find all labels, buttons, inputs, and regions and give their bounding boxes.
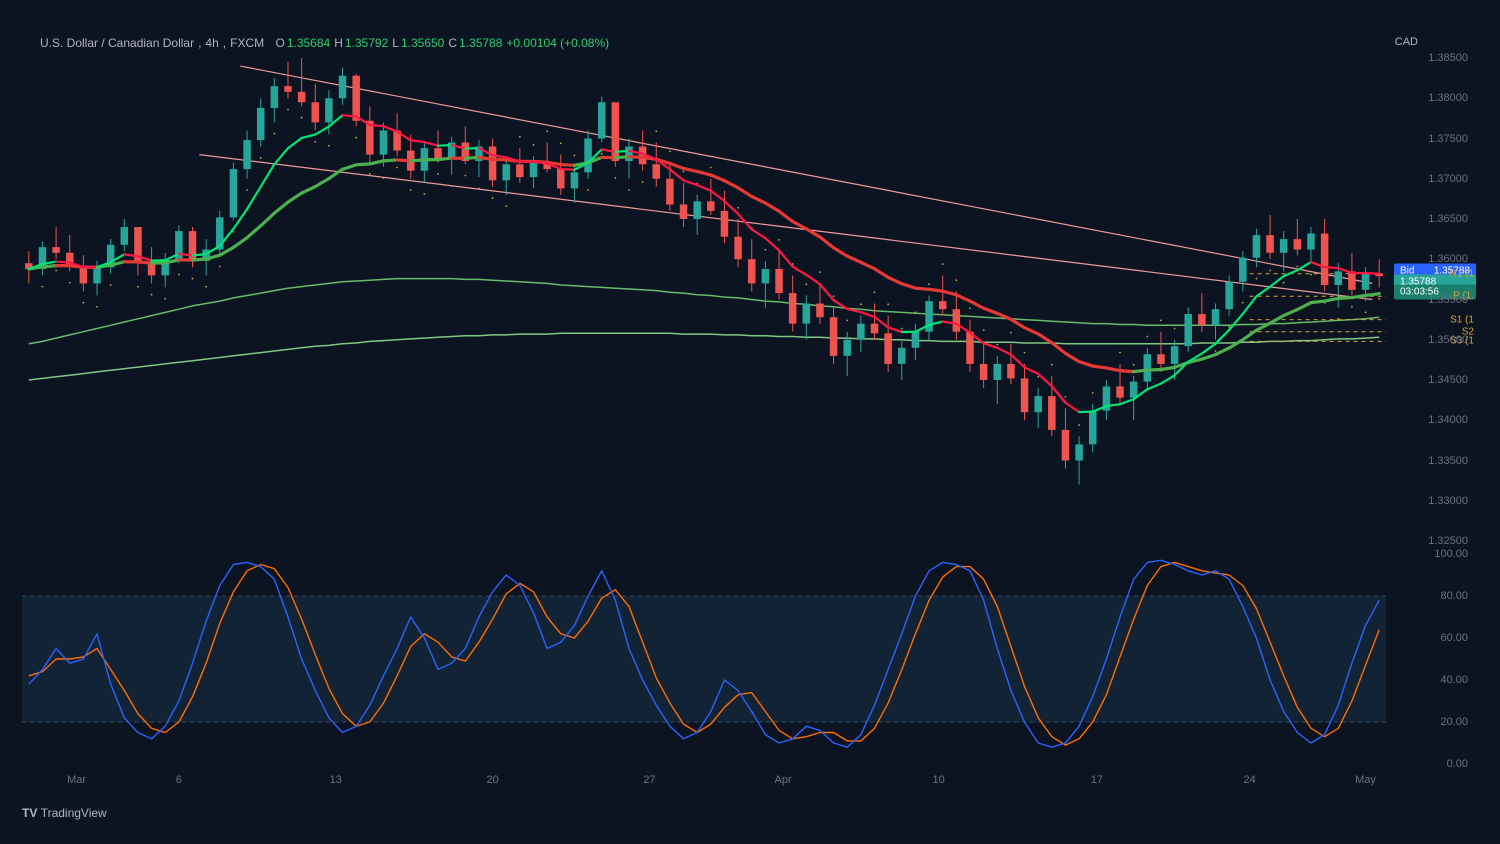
time-x-tick: Mar — [67, 774, 86, 786]
ohlc-close: 1.35788 — [459, 36, 502, 50]
osc-y-tick: 80.00 — [1440, 590, 1468, 602]
time-x-tick: 10 — [932, 774, 944, 786]
price-y-tick: 1.35000 — [1428, 334, 1468, 346]
provider-label: FXCM — [230, 36, 264, 50]
price-y-tick: 1.36000 — [1428, 253, 1468, 265]
price-y-tick: 1.37500 — [1428, 133, 1468, 145]
time-x-tick: May — [1355, 774, 1376, 786]
time-x-tick: 17 — [1091, 774, 1103, 786]
price-y-tick: 1.34500 — [1428, 374, 1468, 386]
time-x-tick: 20 — [486, 774, 498, 786]
symbol-info-bar: U.S. Dollar / Canadian Dollar, 4h, FXCM … — [40, 36, 609, 50]
tradingview-attribution: TV TradingView — [22, 806, 107, 820]
price-y-tick: 1.38500 — [1428, 52, 1468, 64]
ohlc-low: 1.35650 — [401, 36, 444, 50]
price-chart-svg — [22, 58, 1386, 541]
time-x-tick: 27 — [643, 774, 655, 786]
osc-y-tick: 60.00 — [1440, 632, 1468, 644]
price-y-tick: 1.32500 — [1428, 535, 1468, 547]
time-x-tick: 13 — [330, 774, 342, 786]
currency-label: CAD — [1395, 36, 1418, 48]
price-y-tick: 1.34000 — [1428, 414, 1468, 426]
symbol-title: U.S. Dollar / Canadian Dollar — [40, 36, 194, 50]
time-x-tick: 24 — [1243, 774, 1255, 786]
ohlc-change: +0.00104 (+0.08%) — [506, 36, 609, 50]
osc-y-tick: 20.00 — [1440, 716, 1468, 728]
time-x-tick: Apr — [775, 774, 792, 786]
ohlc-high: 1.35792 — [345, 36, 388, 50]
price-y-axis[interactable]: 1.385001.380001.375001.370001.365001.360… — [1386, 58, 1478, 541]
oscillator-pane[interactable] — [22, 554, 1386, 764]
price-pane[interactable]: Ask1.35795 Bid1.35788 1.35788 03:03:56 R… — [22, 58, 1386, 541]
time-x-tick: 6 — [176, 774, 182, 786]
osc-y-tick: 40.00 — [1440, 674, 1468, 686]
time-x-axis[interactable]: Mar 6 13 20 27 Apr 10 17 24 May — [22, 774, 1386, 798]
chart-container: U.S. Dollar / Canadian Dollar, 4h, FXCM … — [22, 28, 1478, 816]
oscillator-y-axis[interactable]: 100.0080.0060.0040.0020.000.00 — [1386, 554, 1478, 764]
price-y-tick: 1.38000 — [1428, 92, 1468, 104]
price-y-tick: 1.36500 — [1428, 213, 1468, 225]
interval-label: 4h — [205, 36, 218, 50]
price-y-tick: 1.35500 — [1428, 294, 1468, 306]
osc-y-tick: 0.00 — [1447, 758, 1468, 770]
price-y-tick: 1.33000 — [1428, 495, 1468, 507]
oscillator-svg — [22, 554, 1386, 764]
price-y-tick: 1.37000 — [1428, 173, 1468, 185]
ohlc-open: 1.35684 — [287, 36, 330, 50]
price-y-tick: 1.33500 — [1428, 455, 1468, 467]
osc-y-tick: 100.00 — [1434, 548, 1468, 560]
